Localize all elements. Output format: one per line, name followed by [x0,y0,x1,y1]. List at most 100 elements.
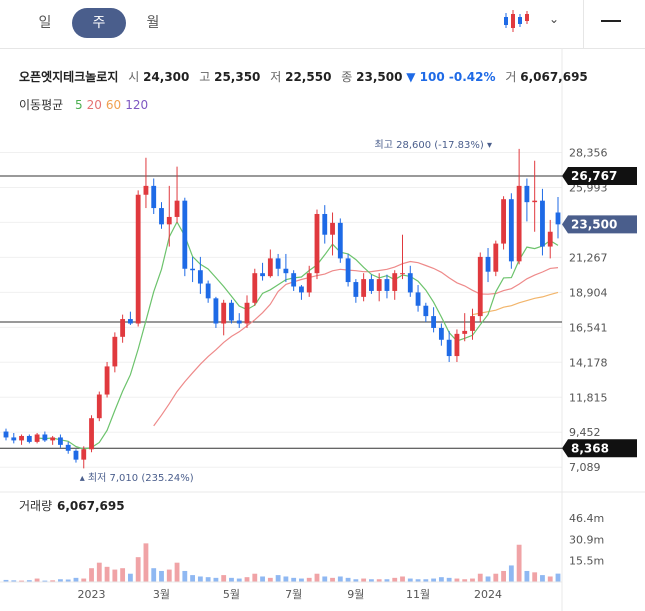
volume-bar [532,572,538,582]
volume-bar [260,576,265,582]
volume-bar [306,577,312,582]
candle-body [368,279,374,291]
price-tick-label: 7,089 [569,461,601,474]
volume-bar [205,577,211,582]
candle-body [299,286,304,293]
volume-tick-label: 15.5m [569,555,604,568]
candle-body [532,200,538,203]
volume-bar [143,543,149,582]
tab-day[interactable]: 일 [38,15,52,31]
volume-bar [283,576,289,582]
volume-title: 거래량 [19,499,52,513]
candle-body [127,319,133,324]
candle-body [213,298,219,324]
candle-body [540,200,545,247]
candle-body [182,200,188,269]
ma60-line [472,291,559,316]
candle-body [151,185,157,209]
price-tick-label: 18,904 [569,286,608,299]
candle-body [462,330,468,334]
volume-bar [376,579,382,582]
candle-body [291,273,297,287]
candle-body [508,199,514,262]
candle-body [174,200,180,217]
volume-bar [555,573,561,582]
candle-body [477,256,483,317]
volume-bar [368,579,374,582]
candle-body [322,213,328,235]
candle-body [135,194,141,324]
volume-bar [151,568,157,582]
ma-item-60: 60 [105,98,122,112]
volume-bar [540,575,545,582]
volume-bar [275,575,281,582]
x-tick-label: 3월 [153,588,170,601]
candle-body [26,435,32,442]
tab-week[interactable]: 주 [72,8,126,38]
chevron-down-icon[interactable]: ⌄ [549,12,560,26]
volume-bar [446,577,452,582]
low-label: 저 [270,70,282,84]
price-tick-label: 9,452 [569,426,601,439]
candle-body [361,279,367,297]
candle-body [431,316,437,328]
volume-bar [19,580,24,582]
volume-bar [407,578,413,582]
candle-body [337,222,343,259]
stock-name: 오픈엣지테크놀로지 [19,70,119,84]
volume-bar [516,544,522,582]
candle-body [96,394,102,419]
volume-bar [166,569,172,582]
price-tick-label: 11,815 [569,391,608,404]
volume-bar [314,573,320,582]
candle-body [306,273,312,293]
candle-body [438,327,444,340]
volume-bar [470,578,475,582]
candle-body [547,231,553,247]
candle-body [104,366,110,395]
x-tick-label: 2023 [78,588,106,601]
close-label: 종 [341,70,353,84]
toolbar-divider [583,0,584,48]
menu-icon[interactable] [601,20,621,22]
volume-bar [524,570,530,582]
open-label: 시 [128,70,140,84]
volume-bar [547,576,553,582]
volume-bar [89,568,94,582]
candle-body [221,302,227,324]
candle-body [65,444,71,451]
candle-body [166,216,172,225]
volume-bar [493,573,499,582]
candle-body [58,437,63,445]
volume-bar [229,577,234,582]
candle-body [314,213,320,274]
candle-body [555,212,561,225]
ma-item-20: 20 [86,98,102,112]
candle-body [244,302,250,324]
reference-line-label: 26,767 [571,169,617,183]
close-value: 23,500 [356,70,403,84]
volume-value: 6,067,695 [520,70,588,84]
top-toolbar: 일 주 월 ⌄ [0,0,645,49]
current-price-label: 23,500 [571,217,617,231]
volume-bar [485,576,491,582]
price-tick-label: 14,178 [569,356,608,369]
volume-bar [431,578,437,582]
volume-bar [415,579,421,582]
volume-bar [236,578,242,582]
candle-body [524,185,530,203]
volume-bar [345,577,351,582]
volume-bar [65,579,71,582]
tab-month[interactable]: 월 [146,15,160,31]
moving-average-legend[interactable]: 이동평균 5 20 60 120 [19,96,148,113]
volume-bar [454,578,460,582]
volume-bar [322,576,328,582]
x-tick-label: 7월 [285,588,302,601]
candle-body [407,273,413,293]
volume-bar [213,577,219,582]
candle-body [454,333,460,357]
candlestick-chart-icon[interactable] [502,8,530,34]
high-label: 고 [199,70,211,84]
volume-bar [135,557,141,582]
